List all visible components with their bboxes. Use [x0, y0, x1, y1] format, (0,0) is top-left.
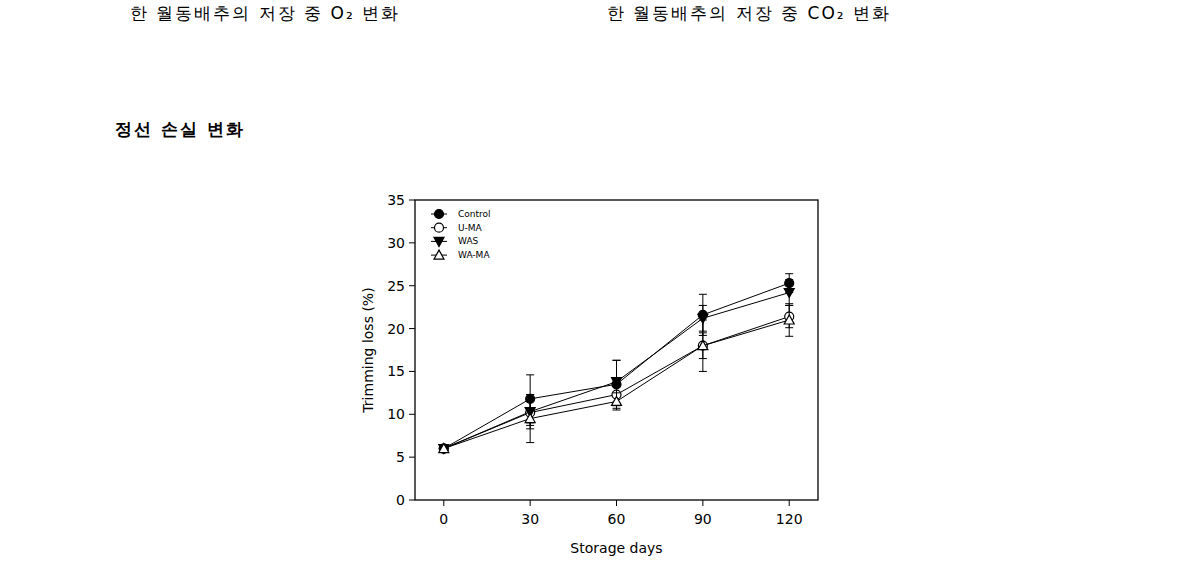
data-point: [698, 341, 707, 350]
error-bar: [613, 360, 621, 408]
y-tick-label: 25: [387, 278, 405, 294]
series-line: [444, 320, 789, 449]
error-bar: [785, 280, 793, 306]
y-tick: [409, 200, 415, 201]
legend-marker: [435, 223, 444, 232]
series-line: [444, 283, 789, 448]
plot-area: [439, 274, 794, 454]
data-point: [439, 445, 449, 454]
y-tick-label: 30: [387, 235, 405, 251]
data-point: [612, 378, 622, 387]
y-tick-label: 35: [387, 192, 405, 208]
legend-label: WAS: [458, 236, 479, 246]
x-tick-label: 120: [776, 511, 803, 527]
data-point: [612, 396, 622, 405]
y-tick: [409, 371, 415, 372]
x-tick: [616, 500, 617, 506]
y-tick: [409, 242, 415, 243]
data-point: [784, 315, 794, 324]
y-tick-label: 15: [387, 363, 405, 379]
caption: 한 월동배추의 저장 중 O₂ 변화: [130, 2, 400, 25]
x-tick: [789, 500, 790, 506]
legend: Control U-MA WAS WA-MA: [431, 209, 491, 260]
legend-label: U-MA: [458, 223, 483, 233]
x-tick-label: 0: [439, 511, 448, 527]
data-point: [784, 289, 794, 298]
error-bar: [526, 395, 534, 443]
y-tick-label: 20: [387, 321, 405, 337]
y-tick-label: 10: [387, 406, 405, 422]
y-tick: [409, 285, 415, 286]
x-tick: [702, 500, 703, 506]
data-point: [439, 444, 448, 453]
y-tick: [409, 414, 415, 415]
legend-marker: [435, 210, 444, 219]
x-tick-label: 90: [694, 511, 712, 527]
y-tick-label: 5: [396, 449, 405, 465]
series-line: [444, 317, 789, 449]
error-bar: [785, 304, 793, 337]
section-heading: 정선 손실 변화: [115, 118, 245, 141]
legend-label: Control: [458, 209, 491, 219]
x-axis-label: Storage days: [570, 540, 662, 556]
plot-frame: [415, 200, 818, 500]
chart: 0 30 60 90 120 0 5 10 15 20 25 30 35 Storage days Trim…: [0, 0, 1191, 567]
caption: 한 월동배추의 저장 중 CO₂ 변화: [607, 2, 891, 25]
x-tick: [530, 500, 531, 506]
legend-marker: [434, 237, 444, 246]
y-tick: [409, 328, 415, 329]
y-tick-label: 0: [396, 492, 405, 508]
series-line: [444, 293, 789, 449]
legend-label: WA-MA: [458, 250, 490, 260]
y-axis-label: Trimming loss (%): [360, 287, 376, 413]
error-bar: [699, 320, 707, 371]
x-tick-label: 60: [608, 511, 626, 527]
x-tick: [443, 500, 444, 506]
legend-marker: [434, 250, 444, 259]
data-point: [439, 444, 448, 453]
data-point: [439, 444, 449, 453]
data-point: [525, 414, 535, 423]
y-tick: [409, 500, 415, 501]
y-tick: [409, 457, 415, 458]
x-tick-label: 30: [521, 511, 539, 527]
error-bar: [613, 393, 621, 410]
data-point: [698, 341, 708, 350]
